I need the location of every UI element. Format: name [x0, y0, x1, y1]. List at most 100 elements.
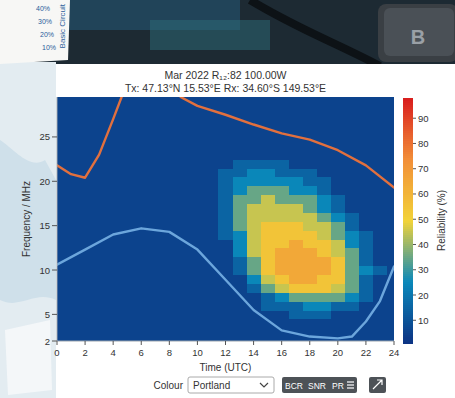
contour-cell: [345, 239, 360, 248]
contour-cell: [64, 150, 79, 159]
contour-cell: [275, 221, 290, 230]
contour-cell: [78, 257, 93, 266]
contour-cell: [57, 221, 65, 230]
contour-cell: [190, 310, 205, 319]
contour-cell: [148, 266, 163, 275]
contour-cell: [64, 115, 79, 124]
contour-cell: [387, 168, 394, 177]
colorbar-tick: [413, 143, 416, 144]
contour-cell: [190, 124, 205, 133]
x-tick: [309, 341, 310, 345]
contour-cell: [120, 141, 135, 150]
contour-cell: [162, 212, 177, 221]
contour-cell: [176, 257, 191, 266]
contour-cell: [204, 274, 219, 283]
contour-cell: [92, 266, 107, 275]
contour-cell: [345, 141, 360, 150]
contour-cell: [190, 257, 205, 266]
contour-cell: [64, 141, 79, 150]
contour-cell: [331, 257, 346, 266]
contour-cell: [78, 150, 93, 159]
contour-cell: [190, 177, 205, 186]
contour-cell: [218, 337, 233, 341]
contour-cell: [120, 124, 135, 133]
y-tick-label: 10: [39, 265, 50, 276]
contour-cell: [275, 168, 290, 177]
contour-cell: [331, 248, 346, 257]
contour-cell: [64, 221, 79, 230]
contour-cell: [190, 283, 205, 292]
contour-cell: [387, 221, 394, 230]
contour-cell: [190, 150, 205, 159]
contour-cell: [289, 274, 304, 283]
contour-cell: [120, 168, 135, 177]
y-tick: [52, 136, 57, 137]
contour-cell: [233, 186, 248, 195]
contour-cell: [247, 221, 262, 230]
contour-cell: [134, 195, 149, 204]
photo-text: Basic Circuit: [58, 3, 67, 48]
expand-button[interactable]: [369, 377, 386, 393]
y-tick: [52, 270, 57, 271]
colour-label: Colour: [154, 380, 184, 391]
contour-cell: [289, 186, 304, 195]
toggle-button[interactable]: SNR: [308, 381, 326, 391]
contour-cell: [120, 106, 135, 115]
contour-cell: [57, 274, 65, 283]
contour-cell: [176, 141, 191, 150]
contour-cell: [275, 203, 290, 212]
toggle-button[interactable]: BCR: [285, 381, 303, 391]
x-tick-label: 18: [304, 347, 315, 358]
contour-cell: [317, 257, 332, 266]
contour-cell: [247, 106, 262, 115]
contour-cell: [275, 248, 290, 257]
contour-cell: [204, 248, 219, 257]
contour-cell: [275, 186, 290, 195]
contour-cell: [261, 328, 276, 337]
contour-cell: [92, 203, 107, 212]
button-group[interactable]: [282, 377, 357, 393]
contour-cell: [176, 212, 191, 221]
contour-cell: [345, 221, 360, 230]
contour-cell: [64, 230, 79, 239]
contour-cell: [204, 195, 219, 204]
contour-cell: [190, 159, 205, 168]
colour-select[interactable]: [188, 377, 274, 393]
colour-select-value[interactable]: Portland: [193, 380, 230, 391]
contour-cell: [106, 159, 121, 168]
contour-cell: [148, 159, 163, 168]
contour-cell: [317, 221, 332, 230]
colorbar-tick-label: 90: [418, 113, 429, 124]
contour-cell: [317, 97, 332, 106]
contour-cell: [162, 239, 177, 248]
contour-cell: [106, 328, 121, 337]
y-tick-label: 20: [39, 176, 50, 187]
toggle-button[interactable]: PR: [332, 381, 344, 391]
contour-cell: [247, 168, 262, 177]
contour-cell: [78, 195, 93, 204]
contour-cell: [387, 150, 394, 159]
contour-cell: [331, 266, 346, 275]
contour-cell: [64, 212, 79, 221]
contour-cell: [92, 212, 107, 221]
contour-cell: [176, 310, 191, 319]
contour-cell: [218, 195, 233, 204]
contour-cell: [204, 221, 219, 230]
contour-cell: [289, 301, 304, 310]
contour-cell: [176, 106, 191, 115]
photo-text: 10%: [42, 44, 56, 51]
menu-icon: [347, 387, 354, 388]
contour-cell: [275, 257, 290, 266]
contour-cell: [57, 186, 65, 195]
contour-cell: [331, 195, 346, 204]
contour-cell: [190, 274, 205, 283]
contour-cell: [345, 106, 360, 115]
contour-cell: [190, 115, 205, 124]
contour-cell: [345, 266, 360, 275]
contour-cell: [359, 283, 374, 292]
contour-cell: [120, 159, 135, 168]
contour-cell: [345, 124, 360, 133]
contour-cell: [92, 115, 107, 124]
contour-cell: [247, 97, 262, 106]
contour-cell: [275, 230, 290, 239]
